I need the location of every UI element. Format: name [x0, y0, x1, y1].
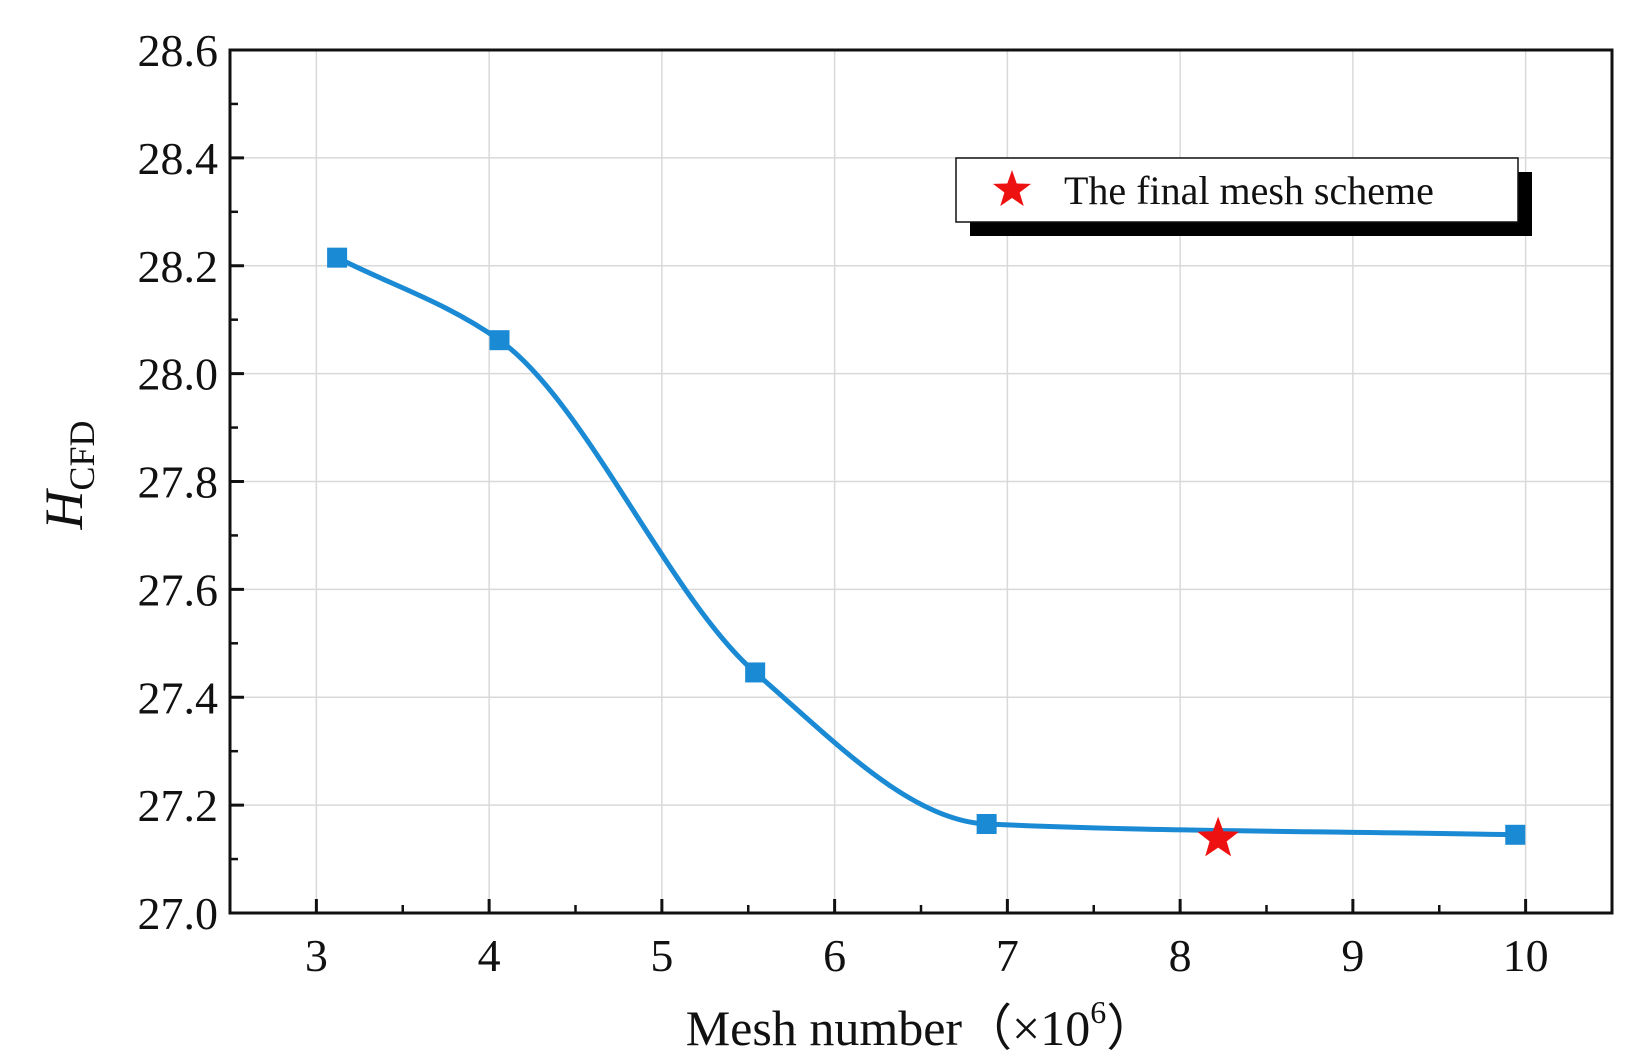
- x-tick-label: 7: [996, 930, 1019, 981]
- y-tick-labels: 27.0 27.2 27.4 27.6 27.8 28.0 28.2 28.4 28.6: [138, 25, 219, 939]
- series-layer: [327, 247, 1526, 845]
- x-tick-label: 9: [1341, 930, 1364, 981]
- x-axis-unit-suffix: ）: [1106, 1000, 1156, 1056]
- x-tick-label: 5: [650, 930, 673, 981]
- legend-star-icon: [992, 170, 1032, 207]
- data-point-marker: [489, 330, 510, 351]
- legend: The final mesh scheme: [955, 157, 1532, 236]
- y-tick-label: 27.2: [138, 780, 219, 831]
- y-tick-label: 28.2: [138, 241, 219, 292]
- x-axis-title-text: Mesh number: [686, 1000, 963, 1056]
- y-tick-label: 27.8: [138, 457, 219, 508]
- y-tick-label: 27.6: [138, 564, 219, 615]
- y-tick-label: 28.4: [138, 133, 219, 184]
- x-tick-label: 8: [1169, 930, 1192, 981]
- x-tick-label: 10: [1503, 930, 1549, 981]
- x-tick-label: 4: [478, 930, 501, 981]
- x-axis-unit-prefix: （×10: [962, 1000, 1090, 1056]
- y-tick-label: 28.6: [138, 25, 219, 76]
- series-line: [334, 255, 1518, 838]
- y-tick-label: 27.0: [138, 888, 219, 939]
- x-axis-unit-exponent: 6: [1090, 994, 1106, 1030]
- legend-label: The final mesh scheme: [1064, 168, 1434, 213]
- data-point-marker: [745, 662, 766, 683]
- y-tick-label: 27.4: [138, 672, 219, 723]
- data-point-marker: [1505, 824, 1526, 845]
- data-point-marker: [976, 814, 997, 835]
- x-axis-title: Mesh number（×106）: [686, 994, 1157, 1056]
- plot-frame: [228, 48, 1614, 915]
- data-point-marker: [327, 247, 348, 268]
- y-axis-title-sub: CFD: [62, 420, 102, 490]
- y-axis-title: HCFD: [34, 420, 102, 530]
- final-mesh-star-marker: [1197, 816, 1240, 857]
- y-tick-label: 28.0: [138, 349, 219, 400]
- highlight-layer: [1197, 816, 1240, 857]
- x-tick-label: 6: [823, 930, 846, 981]
- x-tick-label: 3: [305, 930, 328, 981]
- x-tick-labels: 3 4 5 6 7 8 9 10: [305, 930, 1549, 981]
- y-axis-title-main: H: [34, 488, 94, 531]
- legend-box: [955, 157, 1519, 223]
